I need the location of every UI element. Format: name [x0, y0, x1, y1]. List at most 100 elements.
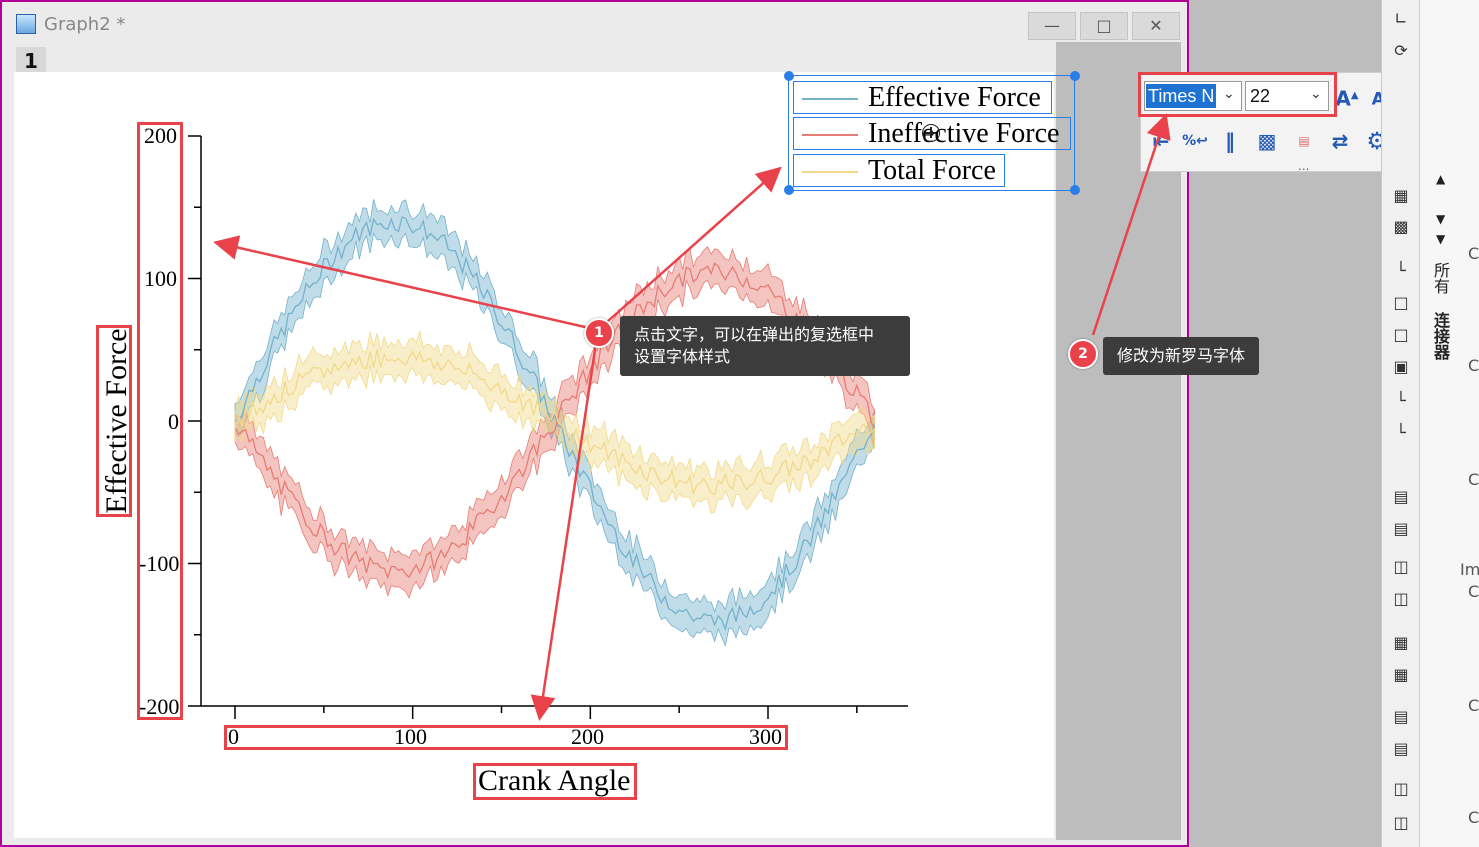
legend-swatch	[802, 171, 858, 173]
x-tick-label[interactable]: 0	[228, 724, 239, 749]
selection-handle[interactable]	[784, 71, 794, 81]
distribute-icon[interactable]: ▤	[1393, 739, 1409, 758]
side-label: C	[1468, 244, 1479, 263]
x-axis-title[interactable]: Crank Angle	[478, 764, 631, 797]
series-line-0[interactable]	[234, 216, 876, 632]
arrow-up-icon[interactable]: ▲	[1436, 172, 1446, 186]
frame-icon[interactable]: □	[1393, 325, 1409, 344]
graph-window-icon	[16, 14, 36, 34]
arrow-last-icon[interactable]: ▼	[1436, 232, 1446, 246]
frame-icon[interactable]: └	[1396, 391, 1406, 410]
legend-label: Effective Force	[868, 82, 1041, 113]
align-icon[interactable]: ▤	[1393, 519, 1409, 538]
selection-handle[interactable]	[1070, 71, 1080, 81]
font-family-select[interactable]: Times N ⌄	[1144, 81, 1242, 111]
callout-text: 修改为新罗马字体	[1117, 346, 1246, 365]
x-tick-label[interactable]: 300	[749, 724, 782, 749]
legend-item[interactable]: Ineffective Force	[793, 117, 1071, 150]
x-tick-label[interactable]: 200	[571, 724, 604, 749]
side-label: C	[1468, 696, 1479, 715]
tab-connector[interactable]: 连接器	[1431, 312, 1450, 360]
y-tick-label[interactable]: -100	[139, 551, 180, 576]
distribute-icon[interactable]: ▦	[1393, 633, 1409, 652]
rescale-icon[interactable]: ⟳	[1394, 41, 1408, 60]
font-family-value: Times N	[1146, 84, 1217, 108]
series-line-2[interactable]	[234, 349, 876, 496]
frame-icon[interactable]: └	[1396, 261, 1406, 280]
font-select-highlight	[1138, 72, 1337, 117]
legend-label: Ineffective Force	[868, 118, 1060, 149]
wrap-text-icon[interactable]: ⇄	[1331, 129, 1349, 153]
distribute-icon[interactable]: ◫	[1393, 779, 1409, 798]
font-size-select[interactable]: 22 ⌄	[1245, 81, 1329, 111]
more-options[interactable]: ...	[1298, 159, 1310, 173]
selection-handle[interactable]	[1070, 185, 1080, 195]
horizontal-layout-icon[interactable]: ▩	[1257, 129, 1277, 153]
plot-list-icon[interactable]: ▤	[1298, 134, 1310, 148]
x-ticks-highlight	[224, 725, 788, 750]
distribute-icon[interactable]: ◫	[1393, 813, 1409, 832]
right-toolbar: ∟ ⟳ ▦ ▩ └ □ □ ▣ └ └ ▤ ▤ ◫ ◫ ▦ ▦ ▤ ▤ ◫ ◫	[1381, 0, 1419, 847]
percent-format-icon[interactable]: %↩	[1182, 133, 1208, 149]
callout-text: 设置字体样式	[634, 347, 731, 366]
x-tick-label[interactable]: 100	[394, 724, 427, 749]
side-panel	[1419, 0, 1479, 847]
move-cursor-icon	[922, 124, 940, 142]
minimize-button[interactable]: —	[1028, 12, 1076, 40]
callout-badge: 1	[584, 318, 614, 348]
selection-handle[interactable]	[784, 185, 794, 195]
legend-swatch	[802, 134, 858, 136]
series-lines	[234, 216, 876, 632]
side-label: C	[1468, 470, 1479, 489]
callout-tooltip: 点击文字，可以在弹出的复选框中 设置字体样式	[620, 316, 910, 376]
series-band-2[interactable]	[234, 331, 875, 514]
grid-layout-icon[interactable]: ▦	[1393, 186, 1409, 205]
maximize-button[interactable]: □	[1080, 12, 1128, 40]
frame-icon[interactable]: ▣	[1393, 357, 1409, 376]
y-tick-label[interactable]: 100	[144, 266, 177, 291]
callout-tooltip: 修改为新罗马字体	[1103, 337, 1260, 375]
y-tick-label[interactable]: 0	[168, 409, 179, 434]
frame-icon[interactable]: □	[1393, 293, 1409, 312]
close-button[interactable]: ✕	[1132, 12, 1180, 40]
legend-item[interactable]: Effective Force	[793, 81, 1052, 114]
arrow-to-font-select	[1091, 113, 1171, 336]
series-line-1[interactable]	[234, 262, 876, 580]
align-icon[interactable]: ◫	[1393, 557, 1409, 576]
arrow-to-y-ticks	[213, 235, 599, 332]
arrow-down-icon[interactable]: ▼	[1436, 212, 1446, 226]
arrow-to-x-ticks	[530, 329, 600, 721]
align-icon[interactable]: ◫	[1393, 589, 1409, 608]
x-title-highlight	[473, 763, 637, 800]
panel-icon[interactable]: ▩	[1393, 217, 1409, 236]
legend-label: Total Force	[868, 155, 996, 186]
side-label: C	[1468, 808, 1479, 827]
chevron-down-icon: ⌄	[1310, 86, 1322, 102]
align-icon[interactable]: ▤	[1393, 487, 1409, 506]
callout-badge: 2	[1068, 339, 1098, 369]
legend-swatch	[802, 98, 858, 100]
tab-all[interactable]: 所有	[1431, 262, 1450, 294]
window-title: Graph2 *	[44, 14, 126, 35]
y-ticks-highlight	[137, 122, 183, 720]
page-margin-area	[1056, 42, 1181, 840]
side-label: C	[1468, 582, 1479, 601]
chevron-down-icon: ⌄	[1223, 86, 1235, 102]
y-tick-label[interactable]: 200	[144, 123, 177, 148]
series-band-1[interactable]	[234, 246, 875, 599]
layer-tab[interactable]: 1	[16, 47, 46, 75]
legend[interactable]	[788, 75, 1075, 191]
side-label: Im	[1460, 560, 1479, 579]
series-bands	[234, 199, 875, 647]
increase-font-icon[interactable]: A▲	[1335, 86, 1359, 111]
column-layout-icon[interactable]: ‖	[1225, 129, 1235, 153]
axis-tool-icon[interactable]: ∟	[1394, 9, 1408, 28]
y-tick-label[interactable]: -200	[139, 694, 180, 719]
title-bar[interactable]: Graph2 * — □ ✕	[2, 2, 1187, 42]
side-label: C	[1468, 356, 1479, 375]
legend-item[interactable]: Total Force	[793, 154, 1005, 187]
distribute-icon[interactable]: ▤	[1393, 707, 1409, 726]
distribute-icon[interactable]: ▦	[1393, 665, 1409, 684]
frame-icon[interactable]: └	[1396, 423, 1406, 442]
